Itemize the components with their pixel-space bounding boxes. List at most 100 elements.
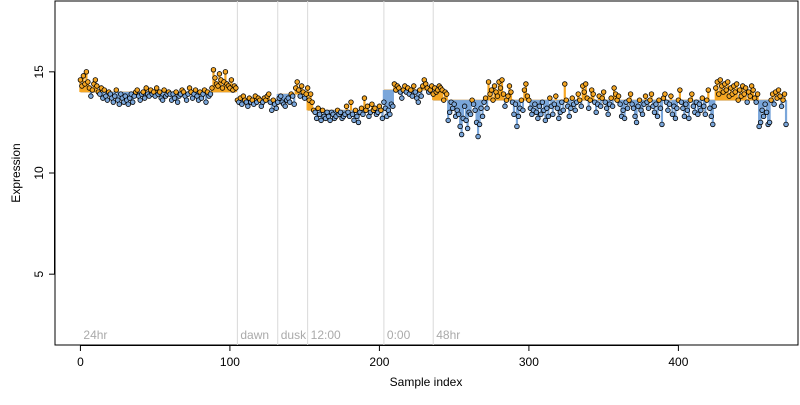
data-point xyxy=(696,101,703,107)
condition-separators xyxy=(236,1,434,345)
data-point xyxy=(695,111,701,118)
data-point xyxy=(690,103,697,109)
data-point xyxy=(379,115,386,122)
condition-label: dawn xyxy=(240,328,269,342)
data-point xyxy=(88,93,94,99)
data-point xyxy=(686,115,692,122)
data-point xyxy=(757,119,764,126)
data-point xyxy=(269,107,275,113)
data-point xyxy=(94,83,100,89)
data-point xyxy=(678,99,685,105)
data-point xyxy=(408,87,414,93)
data-point xyxy=(210,67,217,73)
data-point xyxy=(101,87,108,93)
data-point xyxy=(494,93,501,99)
data-point xyxy=(609,103,616,109)
data-point xyxy=(586,105,592,111)
data-point xyxy=(560,107,566,113)
data-point xyxy=(273,105,279,111)
data-point xyxy=(478,105,484,111)
data-point xyxy=(77,77,84,83)
data-point xyxy=(291,101,297,107)
data-point xyxy=(443,91,450,97)
data-point xyxy=(233,85,239,91)
data-point xyxy=(747,93,753,99)
data-point xyxy=(455,111,462,118)
data-point xyxy=(219,85,226,91)
data-point xyxy=(337,109,344,115)
data-point xyxy=(553,93,559,99)
condition-label: 24hr xyxy=(83,328,107,342)
data-point xyxy=(295,87,302,93)
data-point xyxy=(417,87,423,93)
data-point xyxy=(630,105,637,111)
data-point xyxy=(742,85,749,91)
data-point xyxy=(539,99,546,105)
data-point xyxy=(458,131,465,138)
data-point xyxy=(744,99,750,105)
data-point xyxy=(461,103,468,109)
data-point xyxy=(514,123,520,130)
data-point xyxy=(698,107,704,113)
data-point xyxy=(161,87,167,93)
data-point xyxy=(355,119,362,126)
data-point xyxy=(112,93,118,99)
data-point xyxy=(245,103,251,109)
data-point xyxy=(409,93,415,99)
data-point xyxy=(511,111,517,118)
data-point xyxy=(578,103,584,109)
y-axis-label: Expression xyxy=(9,143,23,202)
data-point xyxy=(713,85,719,91)
data-point xyxy=(125,101,131,107)
data-point xyxy=(645,105,652,111)
data-point xyxy=(316,111,323,118)
data-point xyxy=(313,115,320,122)
data-point xyxy=(222,69,229,75)
data-points xyxy=(77,67,789,140)
data-point xyxy=(683,101,689,107)
data-point xyxy=(502,103,508,109)
data-point xyxy=(183,97,190,103)
data-point xyxy=(672,115,679,122)
data-point xyxy=(735,97,741,103)
data-point xyxy=(753,99,759,105)
data-point xyxy=(624,105,631,111)
data-point xyxy=(702,111,709,118)
data-point xyxy=(771,101,777,107)
data-point xyxy=(647,97,653,103)
data-point xyxy=(662,91,668,97)
data-point xyxy=(526,97,532,103)
data-point xyxy=(642,93,649,99)
y-tick-label: 5 xyxy=(32,271,46,278)
data-point xyxy=(464,125,471,132)
y-tick-label: 10 xyxy=(32,166,46,180)
data-point xyxy=(446,109,453,115)
data-point xyxy=(621,115,628,122)
data-point xyxy=(605,111,611,118)
data-point xyxy=(515,113,522,120)
plot-frame xyxy=(54,0,799,346)
data-point xyxy=(412,89,418,95)
data-point xyxy=(677,87,683,93)
data-point xyxy=(318,117,324,124)
data-point xyxy=(116,101,122,107)
data-point xyxy=(134,87,140,93)
data-point xyxy=(587,97,593,103)
data-point xyxy=(780,97,786,103)
data-point xyxy=(512,101,519,107)
data-point xyxy=(707,105,713,111)
x-tick-label: 0 xyxy=(77,355,84,369)
data-point xyxy=(651,109,658,115)
x-tick-label: 100 xyxy=(220,355,240,369)
data-point xyxy=(635,103,641,109)
data-point xyxy=(174,99,181,105)
data-point xyxy=(470,101,477,107)
data-point xyxy=(545,113,552,120)
data-point xyxy=(411,83,417,89)
data-point xyxy=(228,77,235,83)
data-point xyxy=(499,77,505,83)
data-point xyxy=(766,119,773,126)
condition-label: 48hr xyxy=(436,328,460,342)
data-point xyxy=(665,107,671,113)
data-point xyxy=(723,87,729,93)
